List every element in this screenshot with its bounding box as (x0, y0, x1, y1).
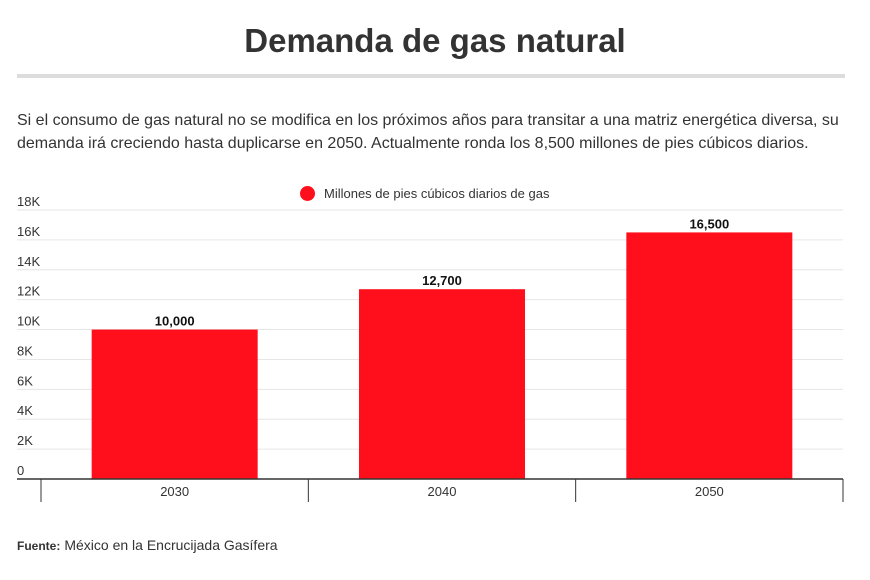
title-divider (17, 74, 845, 78)
source-label: Fuente: (17, 539, 61, 553)
y-tick-label: 18K (17, 194, 40, 209)
data-label: 12,700 (422, 273, 462, 288)
legend-swatch (300, 185, 315, 201)
legend: Millones de pies cúbicos diarios de gas (300, 184, 549, 202)
x-tick-label: 2040 (428, 484, 457, 499)
legend-label: Millones de pies cúbicos diarios de gas (324, 185, 550, 201)
y-axis-ticks: 0 2K 4K 6K 8K 10K 12K 14K 16K 18K (17, 194, 40, 478)
chart-subtitle: Si el consumo de gas natural no se modif… (17, 112, 839, 152)
y-tick-label: 6K (17, 373, 33, 388)
data-label: 10,000 (155, 314, 195, 329)
data-labels: 10,000 12,700 16,500 (155, 216, 729, 328)
y-tick-label: 0 (17, 463, 24, 478)
y-tick-label: 12K (17, 284, 40, 299)
y-tick-label: 4K (17, 403, 33, 418)
bar (359, 289, 525, 479)
y-tick-label: 16K (17, 224, 40, 239)
source-note: Fuente: México en la Encrucijada Gasífera (17, 537, 278, 553)
chart-title: Demanda de gas natural (244, 22, 626, 59)
y-tick-label: 10K (17, 314, 40, 329)
y-tick-label: 2K (17, 433, 33, 448)
bar-chart: 0 2K 4K 6K 8K 10K 12K 14K 16K 18K 10,000 12,700 16,… (17, 194, 844, 502)
y-tick-label: 8K (17, 343, 33, 358)
source-text: México en la Encrucijada Gasífera (64, 537, 278, 553)
bar (626, 232, 793, 479)
bar (91, 329, 258, 479)
x-tick-label: 2050 (695, 484, 724, 499)
x-axis: 2030 2040 2050 (17, 478, 844, 502)
y-tick-label: 14K (17, 254, 40, 269)
bars (91, 232, 793, 479)
data-label: 16,500 (689, 216, 729, 231)
x-tick-label: 2030 (160, 484, 189, 499)
